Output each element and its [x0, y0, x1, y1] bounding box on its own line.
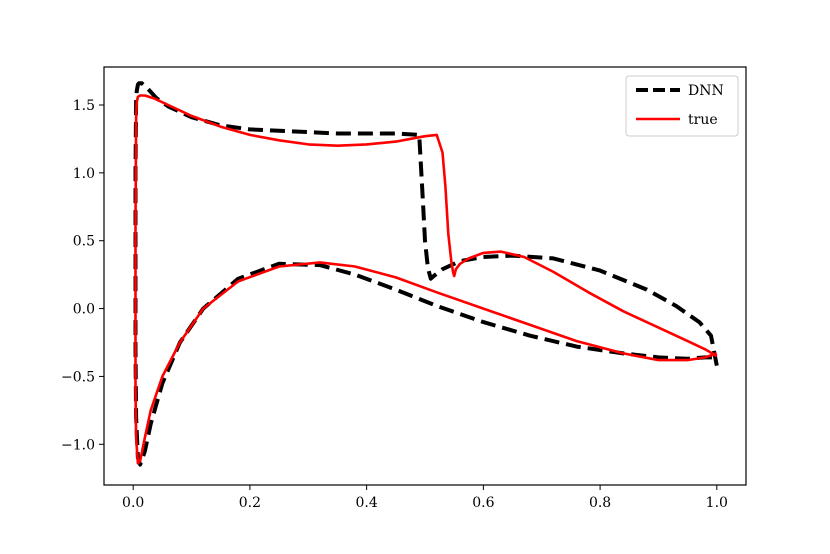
y-tick-label: 0.5 — [73, 234, 95, 250]
x-tick-label: 0.8 — [589, 495, 611, 511]
y-tick-label: −1.0 — [61, 437, 95, 453]
y-tick-label: 1.0 — [73, 166, 95, 182]
legend-label-true: true — [688, 112, 718, 128]
y-axis: −1.0 −0.5 0.0 0.5 1.0 1.5 — [61, 98, 104, 453]
y-tick-label: 1.5 — [73, 98, 95, 114]
x-tick-label: 1.0 — [706, 495, 728, 511]
series-line-dnn — [133, 81, 719, 467]
series-line-true — [134, 94, 718, 465]
series-lines — [133, 81, 719, 467]
plot-frame — [103, 66, 747, 486]
x-tick-label: 0.6 — [472, 495, 494, 511]
legend-label-dnn: DNN — [688, 83, 724, 99]
x-tick-label: 0.0 — [122, 495, 144, 511]
x-axis: 0.0 0.2 0.4 0.6 0.8 1.0 — [122, 485, 728, 511]
x-tick-label: 0.2 — [239, 495, 261, 511]
y-tick-label: −0.5 — [61, 369, 95, 385]
x-tick-label: 0.4 — [356, 495, 378, 511]
y-tick-label: 0.0 — [73, 302, 95, 318]
legend: DNN true — [625, 75, 739, 137]
